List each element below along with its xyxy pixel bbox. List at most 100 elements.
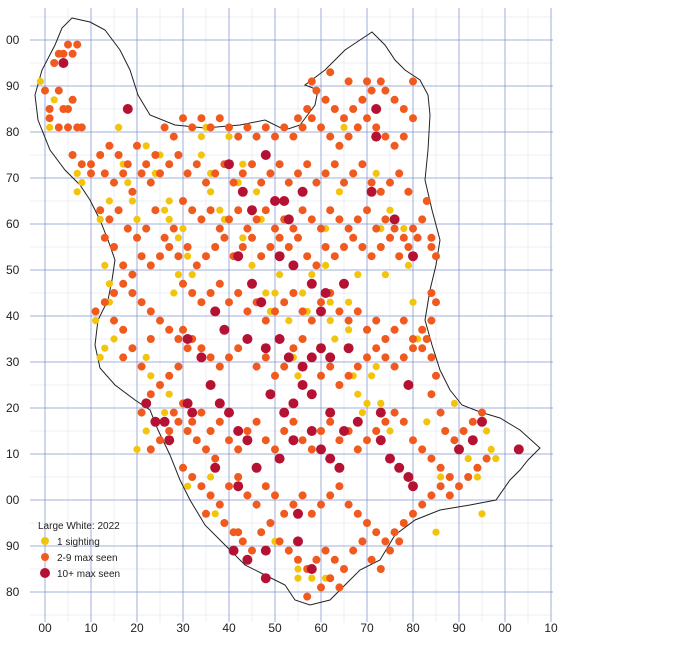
dot-2-9-max-seen (445, 473, 454, 481)
dot-10-plus-max-seen (371, 131, 382, 142)
dot-2-9-max-seen (280, 509, 289, 518)
dot-1-sighting (326, 317, 334, 325)
dot-1-sighting (409, 298, 417, 306)
dot-2-9-max-seen (307, 509, 316, 518)
map-legend: Large White: 2022 1 sighting 2-9 max see… (38, 521, 120, 580)
dot-2-9-max-seen (87, 160, 95, 169)
dot-2-9-max-seen (358, 243, 367, 251)
dot-2-9-max-seen (307, 77, 316, 86)
dot-2-9-max-seen (165, 371, 174, 380)
dot-10-plus-max-seen (403, 380, 414, 390)
dot-2-9-max-seen (179, 114, 187, 123)
dot-2-9-max-seen (179, 463, 187, 472)
dot-10-plus-max-seen (187, 407, 198, 418)
dot-10-plus-max-seen (339, 426, 349, 436)
dot-2-9-max-seen (344, 316, 353, 325)
dot-2-9-max-seen (280, 362, 289, 371)
dot-2-9-max-seen (45, 114, 54, 123)
dot-2-9-max-seen (409, 335, 417, 343)
dot-2-9-max-seen (340, 565, 348, 573)
dot-2-9-max-seen (192, 261, 201, 270)
dot-1-sighting (308, 271, 316, 279)
dot-10-plus-max-seen (228, 545, 239, 556)
dot-1-sighting (188, 271, 196, 279)
dot-10-plus-max-seen (283, 214, 294, 225)
dot-10-plus-max-seen (247, 205, 257, 216)
dot-2-9-max-seen (390, 528, 399, 537)
dot-2-9-max-seen (450, 436, 459, 445)
dot-1-sighting (473, 473, 481, 481)
dot-2-9-max-seen (390, 325, 399, 334)
dot-2-9-max-seen (202, 445, 210, 454)
dot-1-sighting (101, 344, 109, 352)
dot-1-sighting (386, 206, 394, 214)
sighting-dots (36, 40, 524, 601)
dot-2-9-max-seen (234, 445, 243, 454)
dot-2-9-max-seen (363, 77, 371, 86)
dot-2-9-max-seen (294, 114, 302, 123)
dot-10-plus-max-seen (306, 389, 317, 400)
dot-2-9-max-seen (133, 141, 141, 150)
dot-2-9-max-seen (280, 427, 289, 435)
dot-10-plus-max-seen (260, 545, 271, 556)
y-tick-label: 80 (6, 125, 20, 139)
dot-2-9-max-seen (206, 353, 215, 362)
dot-2-9-max-seen (427, 243, 436, 251)
dot-2-9-max-seen (353, 307, 362, 316)
dot-2-9-max-seen (202, 178, 210, 187)
dot-2-9-max-seen (395, 252, 404, 261)
dot-10-plus-max-seen (297, 186, 308, 197)
dot-1-sighting (73, 188, 81, 196)
dot-2-9-max-seen (335, 436, 344, 445)
dot-2-9-max-seen (317, 123, 325, 132)
dot-2-9-max-seen (77, 160, 86, 169)
dot-1-sighting (358, 409, 366, 417)
dot-2-9-max-seen (473, 463, 482, 472)
dot-2-9-max-seen (335, 215, 344, 224)
dot-10-plus-max-seen (408, 481, 418, 492)
dot-2-9-max-seen (317, 224, 325, 233)
x-tick-label: 80 (406, 621, 420, 635)
dot-10-plus-max-seen (270, 196, 280, 206)
dot-2-9-max-seen (248, 546, 256, 555)
dot-2-9-max-seen (156, 381, 164, 389)
dot-2-9-max-seen (409, 77, 417, 86)
dot-2-9-max-seen (353, 215, 362, 224)
dot-2-9-max-seen (294, 555, 302, 564)
dot-2-9-max-seen (422, 335, 431, 343)
dot-2-9-max-seen (294, 233, 302, 242)
dot-2-9-max-seen (192, 160, 201, 169)
dot-10-plus-max-seen (279, 407, 290, 418)
dot-2-9-max-seen (119, 353, 128, 362)
dot-2-9-max-seen (312, 261, 321, 270)
dot-2-9-max-seen (248, 160, 256, 169)
dot-10-plus-max-seen (477, 416, 487, 427)
dot-2-9-max-seen (317, 298, 325, 307)
dot-2-9-max-seen (156, 169, 164, 178)
dot-1-sighting (253, 188, 261, 196)
dot-2-9-max-seen (376, 243, 385, 251)
dot-2-9-max-seen (335, 583, 344, 592)
dot-2-9-max-seen (197, 482, 206, 491)
dot-10-plus-max-seen (454, 444, 464, 455)
dot-1-sighting (96, 353, 104, 361)
dot-10-plus-max-seen (256, 297, 267, 308)
dot-1-sighting (50, 96, 58, 104)
dot-2-9-max-seen (243, 307, 252, 316)
dot-2-9-max-seen (280, 298, 289, 307)
dot-2-9-max-seen (271, 491, 279, 500)
dot-2-9-max-seen (399, 353, 408, 362)
dot-2-9-max-seen (399, 233, 408, 242)
dot-2-9-max-seen (261, 353, 270, 362)
dot-1-sighting (161, 206, 169, 214)
dot-1-sighting (368, 372, 376, 380)
dot-2-9-max-seen (119, 325, 128, 334)
dot-2-9-max-seen (298, 436, 307, 445)
dot-2-9-max-seen (146, 307, 155, 316)
y-tick-label: 00 (6, 493, 20, 507)
dot-10-plus-max-seen (325, 407, 336, 418)
dot-1-sighting (239, 160, 247, 168)
dot-10-plus-max-seen (385, 453, 395, 464)
dot-2-9-max-seen (234, 132, 243, 141)
dot-2-9-max-seen (215, 279, 224, 288)
